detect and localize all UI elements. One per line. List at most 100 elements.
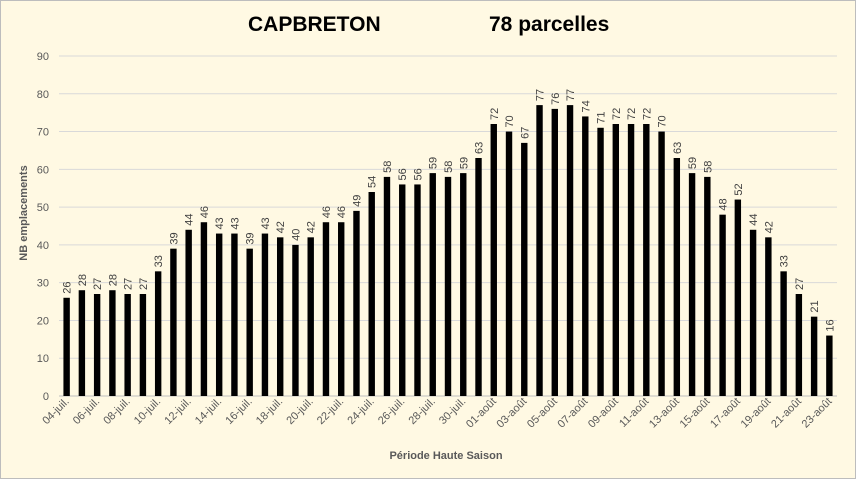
- data-label: 58: [382, 161, 394, 173]
- bar-31-juil.: [475, 158, 482, 396]
- bar-11-juil.: [170, 248, 177, 396]
- y-axis-ticks: 0 10 20 30 40 50 60 70 80 90: [37, 51, 49, 403]
- data-label: 16: [824, 319, 836, 331]
- data-label: 59: [687, 157, 699, 169]
- bar-21-août: [795, 294, 803, 396]
- data-label: 27: [123, 278, 135, 290]
- x-tick-label: 06-juil.: [71, 396, 102, 427]
- data-label: 56: [412, 168, 424, 180]
- x-tick-label: 07-août: [556, 396, 591, 431]
- data-label: 49: [351, 195, 363, 207]
- data-label: 33: [153, 255, 165, 267]
- bar-01-août: [490, 124, 497, 396]
- bar-06-août: [566, 105, 574, 396]
- bar-29-juil.: [444, 176, 452, 396]
- bar-22-août: [810, 316, 818, 396]
- bar-03-août: [521, 142, 528, 396]
- data-label: 39: [168, 232, 180, 244]
- data-label: 58: [443, 161, 455, 173]
- y-axis-title: NB emplacements: [18, 165, 30, 260]
- bar-09-juil.: [139, 294, 147, 396]
- bar-07-juil.: [109, 290, 116, 396]
- data-label: 44: [184, 214, 196, 226]
- data-label: 59: [428, 157, 440, 169]
- bar-02-août: [505, 131, 513, 397]
- x-tick-label: 26-juil.: [376, 396, 407, 427]
- data-label: 28: [107, 274, 119, 286]
- y-tick-label: 60: [37, 164, 49, 176]
- bar-30-juil.: [460, 173, 467, 396]
- bar-27-juil.: [414, 184, 421, 396]
- bar-14-août: [688, 173, 696, 396]
- bar-26-juil.: [399, 184, 406, 396]
- data-label: 44: [748, 214, 760, 226]
- bar-25-juil.: [383, 176, 391, 396]
- y-tick-label: 10: [37, 353, 49, 365]
- bar-18-juil.: [276, 237, 284, 396]
- bar-08-août: [597, 127, 604, 397]
- bar-20-juil.: [307, 237, 314, 396]
- data-label: 46: [336, 206, 348, 218]
- data-label: 26: [62, 282, 74, 294]
- data-label: 42: [306, 221, 318, 233]
- data-label: 70: [657, 115, 669, 127]
- x-tick-label: 05-août: [525, 396, 560, 431]
- x-tick-label: 22-juil.: [315, 396, 346, 427]
- x-tick-label: 03-août: [495, 396, 530, 431]
- data-label: 42: [763, 221, 775, 233]
- bar-09-août: [612, 124, 620, 396]
- data-label: 54: [367, 176, 379, 188]
- data-label: 56: [397, 168, 409, 180]
- x-tick-label: 01-août: [464, 396, 499, 431]
- data-label: 40: [290, 229, 302, 241]
- data-label: 72: [489, 108, 501, 120]
- bar-16-juil.: [246, 248, 253, 396]
- x-tick-label: 19-août: [739, 396, 774, 431]
- bar-21-juil.: [322, 222, 330, 396]
- bar-10-août: [627, 124, 635, 396]
- bars: [63, 105, 833, 397]
- data-label: 27: [138, 278, 150, 290]
- bar-13-août: [673, 158, 681, 396]
- bar-12-août: [658, 131, 665, 397]
- data-label: 42: [275, 221, 287, 233]
- data-label: 72: [641, 108, 653, 120]
- x-tick-label: 14-juil.: [193, 396, 224, 427]
- bar-23-août: [826, 335, 833, 396]
- x-tick-label: 18-juil.: [254, 396, 285, 427]
- x-tick-label: 20-juil.: [284, 396, 315, 427]
- bar-17-juil.: [261, 233, 269, 396]
- x-tick-label: 15-août: [678, 396, 713, 431]
- bar-12-juil.: [185, 229, 192, 396]
- bar-18-août: [749, 229, 757, 396]
- data-label: 77: [565, 89, 577, 101]
- x-tick-label: 08-juil.: [101, 396, 132, 427]
- bar-16-août: [719, 214, 726, 396]
- bar-20-août: [780, 271, 787, 396]
- bar-15-juil.: [231, 233, 238, 396]
- x-tick-label: 12-juil.: [162, 396, 193, 427]
- bar-04-août: [536, 105, 543, 396]
- data-label: 63: [672, 142, 684, 154]
- x-tick-label: 23-août: [800, 396, 835, 431]
- data-label: 43: [260, 217, 272, 229]
- y-tick-label: 0: [43, 391, 49, 403]
- bar-17-août: [734, 199, 742, 396]
- y-tick-label: 90: [37, 51, 49, 63]
- bar-24-juil.: [368, 192, 375, 396]
- chart-subtitle: 78 parcelles: [489, 13, 610, 36]
- data-label: 74: [580, 100, 592, 112]
- x-tick-label: 09-août: [586, 396, 621, 431]
- x-tick-label: 17-août: [708, 396, 743, 431]
- x-tick-label: 13-août: [647, 396, 682, 431]
- data-label: 43: [214, 217, 226, 229]
- data-label: 46: [199, 206, 211, 218]
- data-label: 77: [535, 89, 547, 101]
- bar-06-juil.: [93, 294, 101, 396]
- bar-19-juil.: [292, 244, 299, 396]
- data-label: 46: [321, 206, 333, 218]
- data-label: 58: [702, 161, 714, 173]
